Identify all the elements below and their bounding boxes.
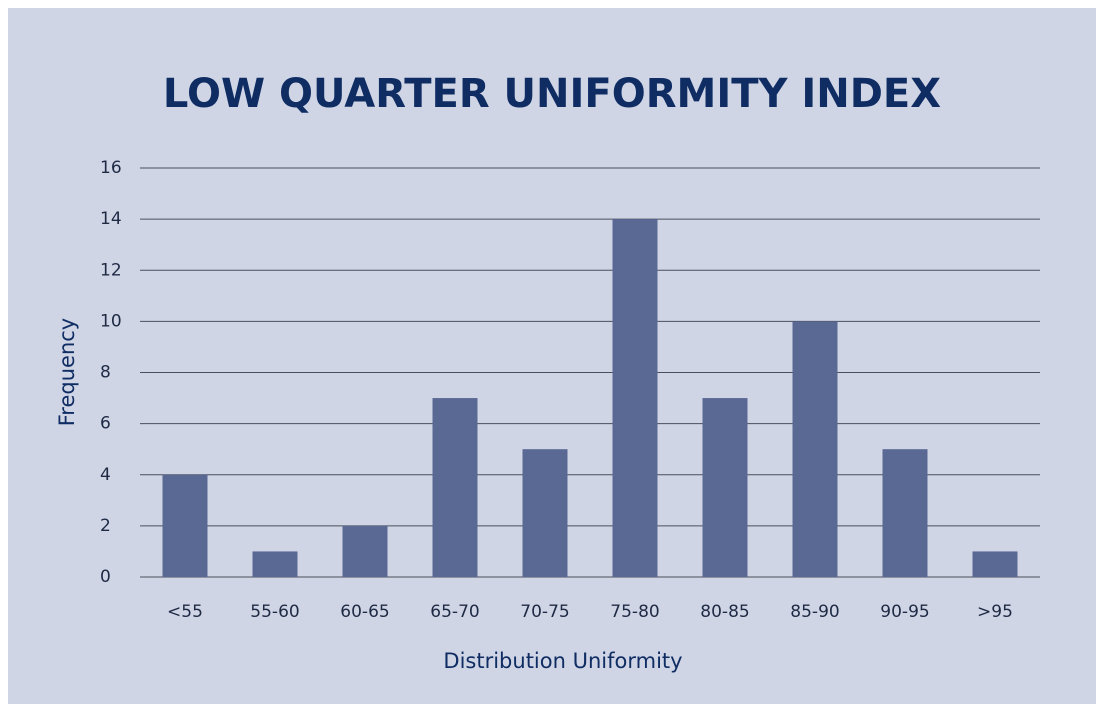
bar	[432, 398, 478, 577]
y-axis-title: Frequency	[55, 318, 79, 427]
bar	[702, 398, 748, 577]
x-tick-label: >95	[977, 602, 1013, 622]
y-tick-label: 10	[100, 311, 122, 331]
bar	[162, 474, 208, 577]
bar	[252, 551, 298, 577]
y-tick-label: 8	[100, 363, 111, 383]
bar	[612, 219, 658, 577]
y-tick-label: 6	[100, 414, 111, 434]
x-tick-label: 75-80	[610, 602, 659, 622]
bar	[342, 525, 388, 577]
x-tick-label: 55-60	[250, 602, 299, 622]
x-tick-label: 80-85	[700, 602, 749, 622]
bar	[522, 449, 568, 577]
bar	[792, 321, 838, 577]
x-tick-label: 85-90	[790, 602, 839, 622]
x-axis-title: Distribution Uniformity	[443, 649, 682, 673]
x-tick-label: <55	[167, 602, 203, 622]
x-tick-label: 70-75	[520, 602, 569, 622]
x-tick-label: 65-70	[430, 602, 479, 622]
chart-panel	[8, 8, 1096, 704]
y-tick-label: 0	[100, 567, 111, 587]
x-tick-label: 90-95	[880, 602, 929, 622]
y-tick-label: 2	[100, 516, 111, 536]
y-tick-label: 16	[100, 158, 122, 178]
y-tick-label: 14	[100, 209, 122, 229]
x-tick-label: 60-65	[340, 602, 389, 622]
y-tick-label: 4	[100, 465, 111, 485]
y-tick-label: 12	[100, 260, 122, 280]
bar	[882, 449, 928, 577]
chart-title: LOW QUARTER UNIFORMITY INDEX	[163, 71, 941, 117]
bar	[972, 551, 1018, 577]
